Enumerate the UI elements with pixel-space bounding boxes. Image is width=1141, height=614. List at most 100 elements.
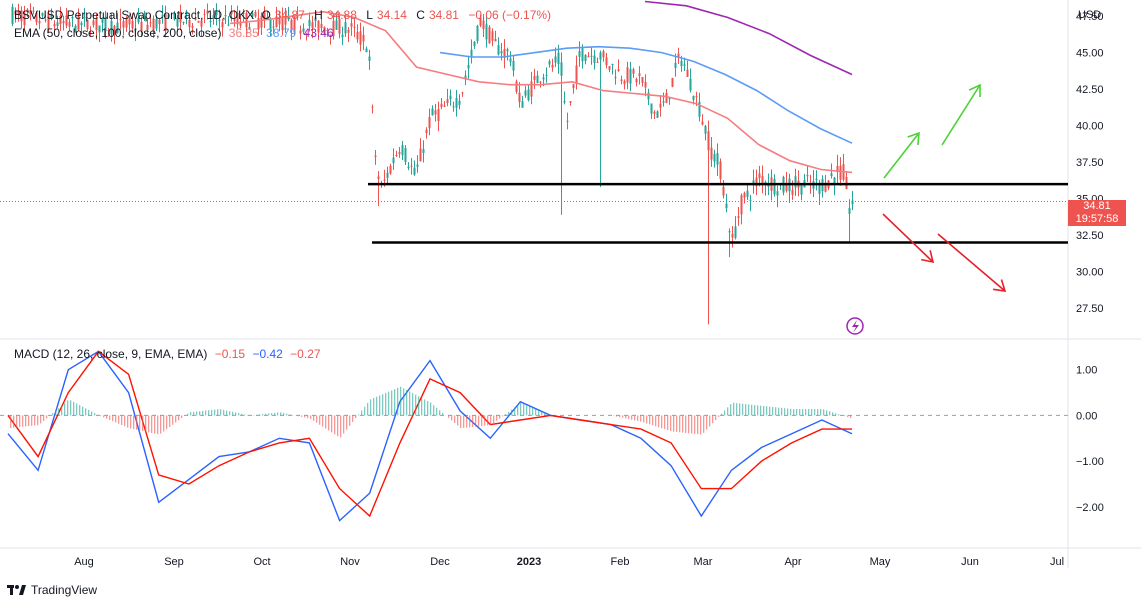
- ema-legend: EMA (50, close, 100, close, 200, close) …: [14, 26, 338, 40]
- price-tick-label: 47.50: [1076, 11, 1104, 23]
- histogram-bar: [733, 403, 734, 416]
- candle-body: [429, 117, 431, 128]
- histogram-bar: [463, 415, 464, 427]
- histogram-bar: [634, 415, 635, 420]
- candle-body: [546, 75, 548, 76]
- candle-body: [489, 27, 491, 43]
- histogram-bar: [337, 415, 338, 436]
- candle-body: [840, 166, 842, 180]
- candle-body: [777, 191, 779, 195]
- histogram-bar: [307, 415, 308, 418]
- histogram-bar: [424, 399, 425, 415]
- histogram-bar: [163, 415, 164, 431]
- histogram-bar: [547, 414, 548, 416]
- histogram-bar: [478, 415, 479, 426]
- candle-body: [663, 101, 665, 102]
- histogram-bar: [271, 413, 272, 415]
- candle-body: [474, 42, 476, 46]
- candle-body: [831, 173, 833, 176]
- histogram-bar: [766, 406, 767, 415]
- candle-body: [672, 78, 674, 87]
- histogram-bar: [751, 405, 752, 416]
- ema-label: EMA (50, close, 100, close, 200, close): [14, 26, 221, 40]
- symbol-legend: BSVUSD Perpetual Swap Contract, 1D, OKX …: [14, 8, 555, 22]
- histogram-bar: [181, 415, 182, 418]
- candle-body: [378, 176, 380, 179]
- histogram-bar: [298, 415, 299, 416]
- histogram-bar: [517, 405, 518, 415]
- candle-body: [486, 24, 488, 39]
- histogram-bar: [190, 412, 191, 415]
- histogram-bar: [511, 410, 512, 416]
- histogram-bar: [331, 415, 332, 432]
- candle-body: [357, 32, 359, 40]
- histogram-bar: [316, 415, 317, 422]
- candle-body: [741, 195, 743, 214]
- candle-body: [744, 193, 746, 198]
- histogram-bar: [358, 414, 359, 415]
- candle-body: [573, 84, 575, 88]
- histogram-bar: [532, 408, 533, 416]
- macd-tick-label: 1.00: [1076, 365, 1097, 377]
- histogram-bar: [361, 411, 362, 416]
- candle-body: [738, 216, 740, 218]
- candle-body: [558, 53, 560, 64]
- candle-body: [519, 93, 521, 102]
- histogram-bar: [667, 415, 668, 430]
- histogram-bar: [349, 415, 350, 425]
- ohlc-low-label: L: [366, 8, 373, 22]
- histogram-bar: [259, 414, 260, 415]
- symbol-title: BSVUSD Perpetual Swap Contract, 1D, OKX: [14, 8, 254, 22]
- ema200-value: 43.46: [304, 26, 334, 40]
- histogram-bar: [226, 411, 227, 416]
- histogram-bar: [490, 415, 491, 425]
- histogram-bar: [481, 415, 482, 426]
- histogram-bar: [106, 415, 107, 418]
- histogram-bar: [130, 415, 131, 428]
- histogram-bar: [103, 415, 104, 417]
- histogram-bar: [631, 415, 632, 419]
- candle-body: [513, 61, 515, 71]
- histogram-bar: [301, 415, 302, 416]
- histogram-bar: [823, 409, 824, 415]
- candle-body: [498, 45, 500, 54]
- histogram-bar: [34, 415, 35, 425]
- histogram-bar: [814, 409, 815, 415]
- countdown-tag: 19:57:58: [1068, 213, 1126, 226]
- histogram-bar: [187, 414, 188, 416]
- candle-body: [447, 99, 449, 103]
- price-tick-label: 37.50: [1076, 157, 1104, 169]
- tradingview-logo[interactable]: TradingView: [7, 583, 97, 597]
- histogram-bar: [457, 415, 458, 425]
- histogram-bar: [166, 415, 167, 429]
- candle-body: [600, 52, 602, 59]
- histogram-bar: [742, 404, 743, 416]
- price-tick-label: 45.00: [1076, 48, 1104, 60]
- histogram-bar: [133, 415, 134, 429]
- histogram-bar: [811, 409, 812, 415]
- candle-body: [705, 126, 707, 134]
- candle-body: [615, 77, 617, 78]
- histogram-bar: [706, 415, 707, 429]
- histogram-bar: [16, 415, 17, 427]
- time-tick-label: May: [870, 556, 891, 568]
- macd-tick-label: −2.00: [1076, 502, 1104, 514]
- histogram-bar: [175, 415, 176, 422]
- histogram-bar: [505, 414, 506, 415]
- histogram-bar: [523, 404, 524, 416]
- candle-body: [537, 76, 539, 83]
- candle-body: [690, 79, 692, 91]
- histogram-bar: [145, 415, 146, 431]
- histogram-bar: [514, 407, 515, 415]
- histogram-bar: [472, 415, 473, 427]
- histogram-bar: [265, 414, 266, 416]
- candle-body: [801, 184, 803, 195]
- candle-body: [552, 65, 554, 68]
- histogram-bar: [283, 413, 284, 415]
- histogram-bar: [151, 415, 152, 433]
- candle-body: [366, 49, 368, 53]
- candle-body: [591, 56, 593, 57]
- histogram-bar: [193, 412, 194, 416]
